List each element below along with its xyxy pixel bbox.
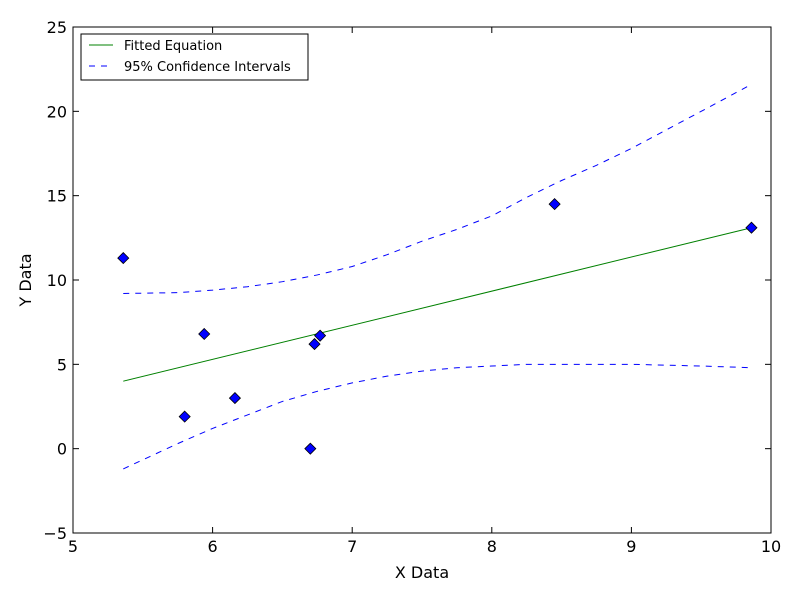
- y-tick-label: 15: [47, 187, 67, 206]
- upper-confidence-line: [123, 83, 752, 294]
- y-tick-label: 25: [47, 18, 67, 37]
- legend: Fitted Equation 95% Confidence Intervals: [80, 33, 309, 81]
- data-point: [228, 392, 242, 405]
- x-axis-label: X Data: [395, 563, 449, 582]
- data-point: [308, 338, 321, 351]
- x-tick-label: 7: [347, 537, 357, 556]
- data-point: [117, 252, 130, 265]
- y-tick-label: −5: [43, 524, 67, 543]
- y-tick-label: 20: [47, 102, 67, 121]
- legend-box: [80, 33, 309, 81]
- data-point: [745, 221, 758, 234]
- x-tick-label: 8: [487, 537, 497, 556]
- series-layer: [123, 83, 752, 470]
- axis-ticks: 5 6 7 8 9 10 −5 0 5 10 15 20 25: [43, 18, 781, 556]
- x-tick-label: 6: [208, 537, 218, 556]
- legend-label-fitted-equation: Fitted Equation: [124, 39, 222, 54]
- data-point: [548, 198, 561, 211]
- y-tick-label: 0: [57, 440, 67, 459]
- y-tick-label: 10: [47, 271, 67, 290]
- data-points: [117, 198, 758, 455]
- fitted-line: [123, 227, 752, 382]
- x-tick-label: 9: [626, 537, 636, 556]
- y-axis-label: Y Data: [16, 253, 35, 307]
- data-point: [198, 327, 211, 341]
- legend-label-confidence-intervals: 95% Confidence Intervals: [124, 60, 291, 75]
- plot-area: [73, 27, 771, 533]
- data-point: [314, 329, 327, 342]
- data-point: [178, 410, 191, 423]
- x-tick-label: 5: [68, 537, 78, 556]
- lower-confidence-line: [123, 363, 752, 470]
- x-tick-label: 10: [761, 537, 781, 556]
- data-point: [304, 442, 317, 455]
- y-tick-label: 5: [57, 355, 67, 374]
